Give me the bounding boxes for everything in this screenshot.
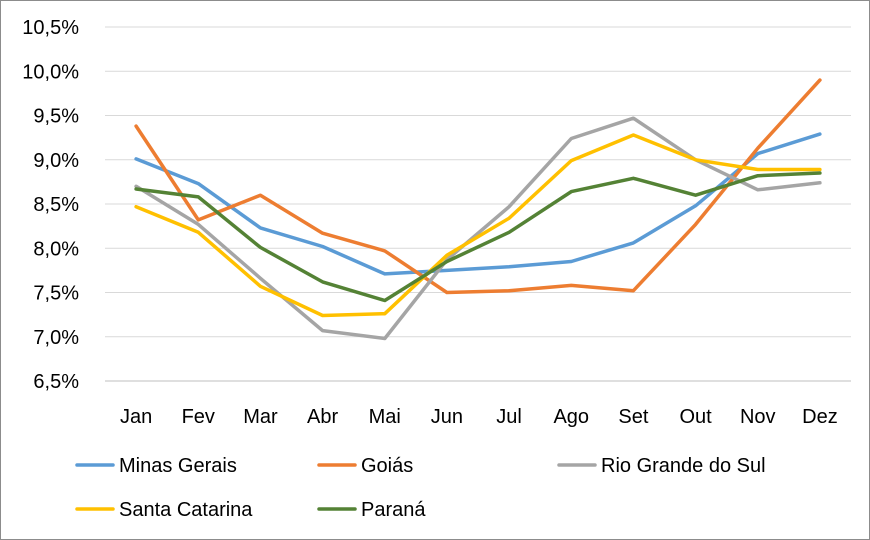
x-tick-label: Mai bbox=[369, 406, 401, 428]
y-tick-label: 9,5% bbox=[33, 106, 79, 128]
legend-item-rio-grande-do-sul: Rio Grande do Sul bbox=[557, 455, 766, 477]
x-tick-label: Abr bbox=[307, 406, 338, 428]
y-tick-label: 8,0% bbox=[33, 238, 79, 260]
y-tick-label: 6,5% bbox=[33, 371, 79, 393]
x-tick-label: Jul bbox=[496, 406, 522, 428]
y-tick-label: 7,5% bbox=[33, 283, 79, 305]
x-tick-label: Set bbox=[618, 406, 648, 428]
series-line-goias bbox=[134, 78, 822, 295]
gridlines bbox=[105, 26, 851, 382]
series-line-santa-catarina bbox=[134, 133, 822, 318]
x-tick-label: Mar bbox=[243, 406, 278, 428]
legend-item-goias: Goiás bbox=[317, 455, 413, 477]
x-tick-label: Fev bbox=[182, 406, 215, 428]
legend-label: Minas Gerais bbox=[119, 455, 237, 477]
series-lines bbox=[134, 78, 822, 341]
legend-label: Goiás bbox=[361, 455, 413, 477]
y-tick-label: 9,0% bbox=[33, 150, 79, 172]
legend-label: Santa Catarina bbox=[119, 499, 253, 521]
series-line-parana bbox=[134, 171, 822, 303]
legend-item-minas-gerais: Minas Gerais bbox=[75, 455, 237, 477]
series-line-rio-grande-do-sul bbox=[134, 116, 822, 341]
x-tick-label: Nov bbox=[740, 406, 776, 428]
y-tick-label: 10,5% bbox=[22, 17, 79, 39]
y-tick-label: 10,0% bbox=[22, 61, 79, 83]
legend: Minas Gerais Goiás Rio Grande do Sul Santa … bbox=[75, 455, 766, 521]
y-axis-ticks: 6,5% 7,0% 7,5% 8,0% 8,5% 9,0% 9,5% 10,0% 10,5% bbox=[22, 17, 79, 393]
y-tick-label: 7,0% bbox=[33, 327, 79, 349]
legend-item-santa-catarina: Santa Catarina bbox=[75, 499, 253, 521]
legend-item-parana: Paraná bbox=[317, 499, 426, 521]
x-tick-label: Out bbox=[679, 406, 712, 428]
y-tick-label: 8,5% bbox=[33, 194, 79, 216]
x-tick-label: Dez bbox=[802, 406, 838, 428]
legend-label: Paraná bbox=[361, 499, 426, 521]
x-axis-ticks: Jan Fev Mar Abr Mai Jun Jul Ago Set Out Nov Dez bbox=[120, 406, 838, 428]
series-line-minas-gerais bbox=[134, 132, 822, 276]
x-tick-label: Jan bbox=[120, 406, 152, 428]
x-tick-label: Ago bbox=[553, 406, 589, 428]
legend-label: Rio Grande do Sul bbox=[601, 455, 766, 477]
x-tick-label: Jun bbox=[431, 406, 463, 428]
